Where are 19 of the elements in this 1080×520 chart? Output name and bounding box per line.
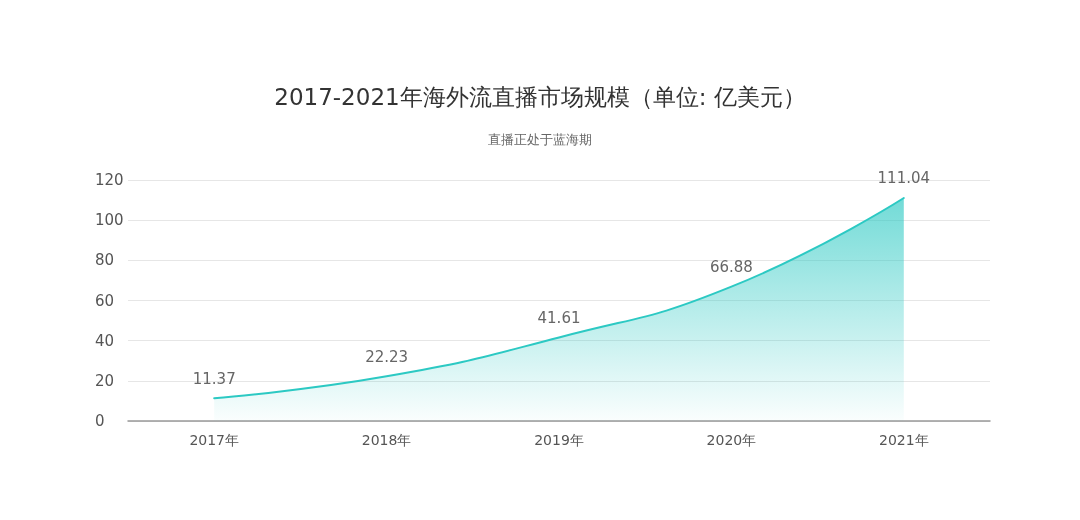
data-label: 22.23 xyxy=(365,347,409,366)
y-tick-label: 0 xyxy=(95,412,105,430)
y-tick-label: 60 xyxy=(95,291,115,310)
x-tick-label: 2020年 xyxy=(706,432,757,448)
data-label: 111.04 xyxy=(877,169,931,188)
y-tick-label: 80 xyxy=(95,251,115,270)
x-tick-label: 2018年 xyxy=(361,432,412,448)
chart-title: 2017-2021年海外流直播市场规模（单位: 亿美元） xyxy=(274,83,806,110)
chart-subtitle: 直播正处于蓝海期 xyxy=(488,132,592,147)
data-label: 11.37 xyxy=(192,369,236,388)
y-tick-label: 40 xyxy=(95,331,115,350)
x-tick-label: 2019年 xyxy=(534,432,584,448)
y-tick-label: 100 xyxy=(95,211,124,230)
y-tick-label: 20 xyxy=(95,371,115,390)
x-tick-label: 2021年 xyxy=(878,432,929,448)
data-label: 66.88 xyxy=(709,258,753,277)
x-tick-label: 2017年 xyxy=(189,432,240,448)
y-tick-label: 120 xyxy=(95,171,124,189)
data-label: 41.61 xyxy=(537,308,581,327)
